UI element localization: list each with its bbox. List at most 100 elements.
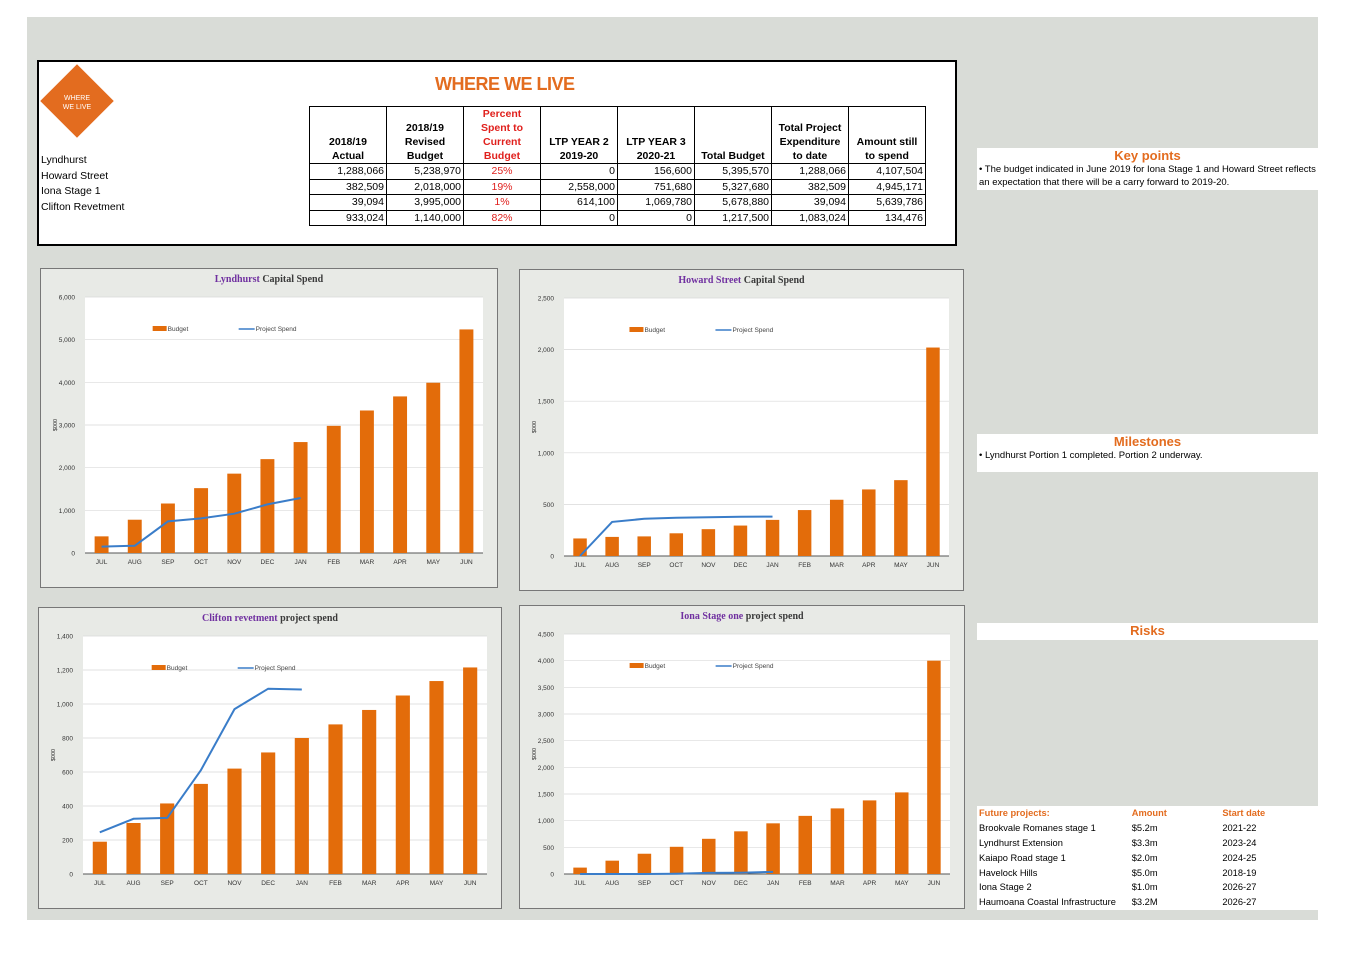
future-cell: $3.2M	[1131, 897, 1158, 908]
x-tick-label: MAY	[430, 880, 444, 887]
y-tick-label: 1,500	[538, 792, 555, 799]
x-tick-label: MAY	[895, 880, 909, 887]
x-tick-label: AUG	[128, 559, 142, 566]
future-cell: 2018-19	[1222, 867, 1257, 878]
x-tick-label: NOV	[227, 880, 242, 887]
table-cell: 1%	[463, 194, 541, 211]
legend-spend-label: Project Spend	[256, 326, 297, 333]
key-points-heading: Key points	[1114, 148, 1181, 163]
budget-bar	[669, 846, 684, 874]
y-tick-label: 1,000	[57, 702, 74, 709]
y-tick-label: 0	[69, 872, 73, 879]
x-tick-label: SEP	[638, 562, 651, 569]
budget-bar	[126, 823, 141, 874]
x-tick-label: SEP	[638, 880, 651, 887]
budget-bar	[637, 853, 652, 874]
y-tick-label: 800	[62, 736, 73, 743]
table-cell: 382,509	[309, 178, 387, 195]
y-tick-label: 4,000	[538, 658, 555, 665]
x-tick-label: OCT	[194, 559, 208, 566]
legend-budget-label: Budget	[167, 665, 188, 672]
budget-bar	[733, 525, 748, 556]
x-tick-label: DEC	[734, 562, 748, 569]
budget-bar	[94, 536, 109, 553]
budget-bar	[459, 329, 474, 553]
col-header: Total Project Expenditure to date	[771, 106, 849, 164]
chart-title: Lyndhurst Capital Spend	[215, 274, 324, 285]
budget-bar	[894, 792, 909, 874]
x-tick-label: APR	[396, 880, 410, 887]
chart-title-rest: project spend	[278, 613, 339, 624]
project-row-labels: Lyndhurst Howard Street Iona Stage 1 Cli…	[41, 153, 124, 216]
table-cell: 1,083,024	[771, 209, 849, 226]
table-cell: 1,288,066	[309, 163, 387, 180]
table-cell: 614,100	[540, 194, 618, 211]
future-cell: $1.0m	[1131, 882, 1158, 893]
budget-bar	[359, 410, 374, 553]
y-tick-label: 1,000	[59, 508, 76, 515]
y-tick-label: 1,000	[538, 450, 555, 457]
x-tick-label: NOV	[227, 559, 242, 566]
table-cell: 5,395,570	[694, 163, 772, 180]
y-tick-label: 5,000	[59, 337, 76, 344]
y-tick-label: 1,500	[538, 399, 555, 406]
x-tick-label: OCT	[669, 562, 683, 569]
chart-svg: Iona Stage one project spend 0 500 1,000 1,5…	[532, 611, 950, 887]
future-cell: Iona Stage 2	[979, 882, 1032, 893]
table-row: 382,509 2,018,000 19% 2,558,000 751,680 5,327…	[309, 178, 926, 195]
budget-bar	[326, 425, 341, 553]
future-cell: Lyndhurst Extension	[979, 837, 1063, 848]
table-cell: 933,024	[309, 209, 387, 226]
y-tick-label: 2,500	[538, 296, 555, 303]
future-cell: 2024-25	[1222, 852, 1257, 863]
y-tick-label: 4,000	[59, 380, 76, 387]
row-label: Lyndhurst	[41, 154, 87, 166]
chart-title: Iona Stage one project spend	[680, 611, 804, 622]
x-tick-label: MAY	[426, 559, 440, 566]
milestones-text: • Lyndhurst Portion 1 completed. Portion…	[979, 450, 1203, 461]
chart-title-rest: Capital Spend	[741, 275, 805, 286]
table-cell: 751,680	[617, 178, 695, 195]
legend-spend-label: Project Spend	[732, 327, 773, 334]
y-axis-label: $000	[532, 421, 538, 433]
y-tick-label: 3,500	[538, 685, 555, 692]
budget-bar	[573, 538, 587, 556]
key-points-text: • The budget indicated in June 2019 for …	[979, 164, 1316, 188]
future-cell: 2026-27	[1222, 882, 1257, 893]
budget-bar	[429, 681, 444, 874]
table-header-row: 2018/19 Actual 2018/19 Revised Budget Pe…	[309, 106, 926, 164]
budget-bar	[798, 815, 813, 874]
x-tick-label: FEB	[798, 562, 811, 569]
lyndhurst-chart-panel: Lyndhurst Capital Spend 0 1,000 2,000 3,000 4…	[40, 268, 498, 588]
col-header: Amount still to spend	[848, 106, 926, 164]
x-tick-label: MAR	[830, 880, 845, 887]
budget-bar	[92, 841, 107, 874]
table-cell: 0	[540, 209, 618, 226]
x-tick-label: AUG	[605, 562, 619, 569]
col-header: LTP YEAR 2 2019-20	[540, 106, 618, 164]
x-tick-label: AUG	[605, 880, 619, 887]
legend-budget-label: Budget	[644, 327, 665, 334]
table-cell: 1,069,780	[617, 194, 695, 211]
table-row: 933,024 1,140,000 82% 0 0 1,217,500 1,083,024 1…	[309, 209, 926, 226]
budget-bar	[894, 480, 908, 556]
future-project-row: Haumoana Coastal Infrastructure $3.2M 2026…	[977, 895, 1318, 910]
chart-title: Clifton revetment project spend	[202, 613, 338, 624]
table-cell: 2,018,000	[386, 178, 464, 195]
x-tick-label: NOV	[702, 880, 717, 887]
y-tick-label: 1,400	[57, 634, 74, 641]
budget-bar	[393, 396, 408, 553]
chart-svg: Lyndhurst Capital Spend 0 1,000 2,000 3,000 4…	[53, 274, 483, 566]
y-tick-label: 0	[71, 551, 75, 558]
budget-bar	[927, 660, 941, 874]
table-cell: 134,476	[848, 209, 926, 226]
y-tick-label: 200	[62, 838, 73, 845]
col-header: Total Budget	[694, 106, 772, 164]
x-tick-label: JUN	[927, 562, 940, 569]
x-tick-label: JAN	[767, 880, 780, 887]
future-cell: Brookvale Romanes stage 1	[979, 823, 1096, 834]
x-tick-label: AUG	[126, 880, 140, 887]
y-tick-label: 2,000	[59, 465, 76, 472]
y-tick-label: 3,000	[538, 712, 555, 719]
y-axis-label: $000	[532, 748, 538, 760]
